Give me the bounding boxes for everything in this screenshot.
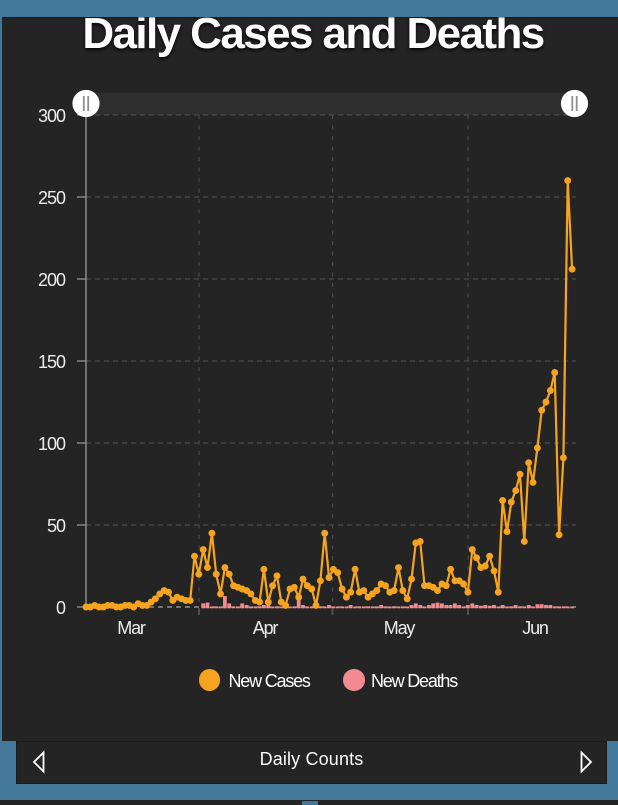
svg-text:Apr: Apr bbox=[253, 618, 279, 638]
svg-text:300: 300 bbox=[38, 106, 66, 126]
svg-text:150: 150 bbox=[38, 352, 66, 372]
svg-text:50: 50 bbox=[47, 516, 66, 536]
svg-text:Mar: Mar bbox=[117, 618, 146, 638]
svg-text:Jun: Jun bbox=[522, 618, 548, 638]
svg-text:0: 0 bbox=[56, 598, 66, 618]
svg-text:May: May bbox=[384, 618, 416, 638]
svg-text:250: 250 bbox=[38, 188, 66, 208]
svg-text:200: 200 bbox=[38, 270, 66, 290]
svg-text:100: 100 bbox=[38, 434, 66, 454]
